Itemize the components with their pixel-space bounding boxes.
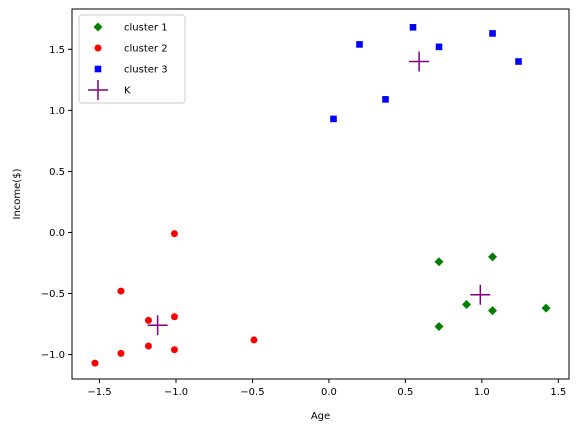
plot-frame: [71, 8, 570, 380]
points-layer: [91, 24, 551, 367]
x-tick-label: 1.0: [474, 387, 490, 398]
point-cluster-1: [541, 303, 551, 313]
point-cluster-2: [117, 287, 125, 295]
point-cluster-3: [409, 24, 417, 31]
legend-marker-cluster-2: [94, 44, 102, 52]
y-axis-label: Income($): [12, 168, 23, 219]
point-cluster-2: [144, 316, 152, 324]
y-tick-label: 0.0: [49, 228, 65, 239]
point-cluster-1: [488, 306, 498, 316]
x-axis-ticks: −1.5 −1.0 −0.5 0.0 0.5 1.0 1.5: [87, 379, 566, 398]
point-cluster-1: [488, 252, 498, 262]
legend-label-cluster-1: cluster 1: [124, 23, 168, 34]
point-k: [409, 51, 430, 72]
point-cluster-1: [434, 321, 444, 331]
legend-marker-cluster-3: [94, 65, 102, 73]
point-cluster-3: [330, 115, 337, 123]
point-cluster-3: [489, 30, 496, 37]
y-tick-label: −0.5: [41, 289, 65, 300]
y-tick-label: 1.5: [49, 45, 65, 56]
y-tick-label: −1.0: [41, 350, 65, 361]
legend-label-cluster-2: cluster 2: [124, 44, 168, 55]
x-tick-label: 1.5: [550, 387, 566, 398]
y-tick-label: 0.5: [49, 167, 65, 178]
y-axis-ticks: −1.0 −0.5 0.0 0.5 1.0 1.5: [41, 45, 72, 361]
point-cluster-2: [250, 336, 258, 344]
point-cluster-2: [117, 349, 125, 357]
point-cluster-2: [170, 346, 178, 354]
point-cluster-2: [91, 359, 99, 367]
legend-marker-k: [88, 80, 108, 100]
point-cluster-2: [170, 230, 178, 238]
point-k: [470, 284, 491, 305]
legend-label-k: K: [124, 86, 131, 97]
legend-label-cluster-3: cluster 3: [124, 65, 168, 76]
x-tick-label: 0.5: [397, 387, 413, 398]
point-cluster-2: [170, 313, 178, 321]
point-cluster-3: [356, 41, 363, 48]
legend-box: [78, 14, 186, 104]
axes: −1.5 −1.0 −0.5 0.0 0.5 1.0 1.5 −1.0 −0.5 0.0 0.5 1…: [12, 8, 570, 422]
y-tick-label: 1.0: [49, 106, 65, 117]
point-cluster-3: [382, 96, 389, 103]
point-cluster-2: [144, 342, 152, 350]
legend: cluster 1 cluster 2 cluster 3 K: [78, 14, 186, 104]
legend-marker-cluster-1: [93, 22, 103, 32]
x-axis-label: Age: [311, 411, 330, 422]
point-cluster-3: [435, 43, 443, 51]
x-tick-label: −1.5: [87, 387, 111, 398]
point-cluster-3: [515, 58, 522, 65]
point-cluster-1: [434, 257, 444, 267]
x-tick-label: −0.5: [240, 387, 264, 398]
point-k: [147, 315, 168, 336]
x-tick-label: 0.0: [321, 387, 337, 398]
point-cluster-1: [462, 300, 472, 310]
x-tick-label: −1.0: [164, 387, 188, 398]
